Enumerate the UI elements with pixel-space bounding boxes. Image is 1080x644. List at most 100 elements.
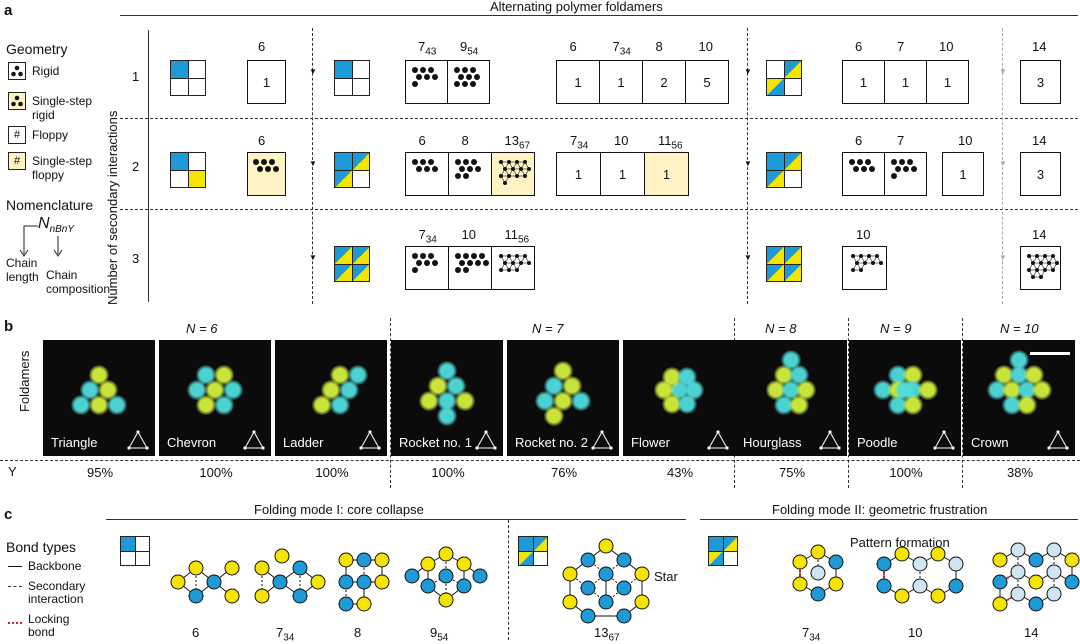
- row1-g5-cell-0: 3: [1020, 60, 1061, 104]
- bead: [455, 390, 475, 411]
- column-divider-1: [312, 28, 313, 304]
- row2-g2-cell-1: [448, 152, 492, 196]
- column-divider-2: [747, 28, 748, 304]
- s7b-node: [828, 576, 844, 592]
- row2-g2-cell-0: [405, 152, 449, 196]
- row1-g4-header-1: 7: [897, 39, 905, 54]
- s8-node: [374, 574, 390, 590]
- row2-g3-header-2: 1156: [658, 133, 683, 152]
- bead: [89, 395, 109, 415]
- star-label: Star: [654, 569, 678, 584]
- row1-g3-value-2: 2: [660, 74, 668, 90]
- s13-node: [598, 594, 614, 610]
- row2-g3-cell-0: 1: [556, 152, 601, 196]
- bond-types-title: Bond types: [6, 539, 77, 555]
- chain-length-label: Chain length: [6, 256, 39, 284]
- legend-label-2: Floppy: [32, 128, 69, 142]
- yield-value-3: 100%: [431, 465, 465, 480]
- locking-swatch: [8, 622, 22, 624]
- row1-g4-cell-0: 1: [842, 60, 885, 104]
- shape-schematic-icon: [359, 430, 381, 450]
- nomenclature-title: Nomenclature: [6, 197, 94, 213]
- transition-arrow-grey-1: ▼: [999, 159, 1007, 168]
- s14-node: [1010, 542, 1026, 558]
- shape-schematic-icon: [933, 430, 955, 450]
- bead: [887, 395, 908, 415]
- shape-schematic-icon: [819, 430, 841, 450]
- s10-node: [930, 546, 946, 562]
- row1-g3-header-2: 8: [655, 39, 663, 54]
- bead: [1016, 395, 1037, 415]
- s13-node: [580, 552, 596, 568]
- group-title-4: N = 10: [1000, 321, 1039, 336]
- s8-node: [356, 552, 372, 568]
- transition-arrow-grey-2: ▼: [999, 253, 1007, 262]
- row1-g3-cell-3: 5: [685, 60, 729, 104]
- bead: [788, 395, 809, 415]
- row2-motif-1: [170, 152, 206, 188]
- row1-motif-2: [334, 60, 370, 96]
- row1-g2-header-0: 743: [418, 39, 437, 58]
- s8-node: [374, 552, 390, 568]
- legend-swatch-0: [8, 62, 26, 80]
- s13-node: [616, 608, 632, 624]
- row2-g3-value-1: 1: [618, 166, 627, 182]
- y-axis-label: Number of secondary interactions: [105, 110, 120, 305]
- bead: [773, 395, 794, 415]
- yield-rule: [0, 460, 1080, 461]
- yield-row-label: Y: [8, 464, 17, 479]
- foldamer-image-7: Poodle: [849, 340, 961, 456]
- structure-label-1: 734: [276, 625, 295, 644]
- s13-node: [634, 566, 650, 582]
- s9-node: [420, 556, 436, 572]
- s14-node: [1010, 586, 1026, 602]
- s10-node: [894, 546, 910, 562]
- bead: [544, 405, 564, 426]
- foldamer-image-2: Ladder: [275, 340, 387, 456]
- bead: [419, 390, 439, 411]
- backbone-swatch: [8, 566, 22, 567]
- bead: [1016, 380, 1037, 400]
- transition-arrow-1: ▼: [309, 159, 317, 168]
- row2-g3-value-2: 1: [662, 166, 671, 182]
- row-label-2: 2: [132, 159, 140, 174]
- shape-schematic-icon: [707, 430, 729, 450]
- s6-node: [188, 588, 204, 604]
- transition-arrow-2: ▼: [309, 253, 317, 262]
- s6-node: [224, 588, 240, 604]
- transition-arrow-grey-0: ▼: [999, 67, 1007, 76]
- foldamer-image-4: Rocket no. 2: [507, 340, 619, 456]
- bead: [571, 390, 591, 411]
- row3-g2-header-2: 1156: [504, 227, 530, 246]
- s10-node: [912, 556, 928, 572]
- row3-g2-cell-0: [405, 246, 449, 290]
- bead: [437, 405, 457, 426]
- row2-g4-header-1: 7: [897, 133, 905, 148]
- s10-node: [894, 588, 910, 604]
- row2-motif-2: [334, 152, 370, 188]
- row-label-1: 1: [132, 69, 140, 84]
- s9-node: [438, 592, 454, 608]
- row-divider-1: [120, 118, 1078, 119]
- row2-g4-cell-0: [842, 152, 885, 196]
- row2-g3-value-0: 1: [574, 166, 583, 182]
- mode1-divider: [508, 520, 509, 640]
- row2-g2-header-1: 8: [461, 133, 469, 148]
- s8-node: [338, 596, 354, 612]
- foldamer-name-5: Flower: [631, 435, 671, 450]
- s14-node: [1064, 552, 1080, 568]
- group-title-0: N = 6: [186, 321, 218, 336]
- row2-g5-cell-0: 3: [1020, 152, 1061, 196]
- s9-node: [420, 578, 436, 594]
- legend-label-0: Rigid: [32, 64, 60, 78]
- row2-g3-header-0: 734: [570, 133, 589, 152]
- s7-node: [292, 588, 308, 604]
- transition-arrow-4: ▼: [744, 159, 752, 168]
- row1-g4-cell-2: 1: [926, 60, 969, 104]
- panel-c-motif-1: [120, 536, 150, 566]
- structure-label-6: 10: [908, 625, 923, 640]
- panel-b-label: b: [4, 318, 14, 335]
- legend-swatch-1: [8, 92, 26, 110]
- row3-g2-cell-2: [491, 246, 535, 290]
- row1-g5-header-0: 14: [1032, 39, 1047, 54]
